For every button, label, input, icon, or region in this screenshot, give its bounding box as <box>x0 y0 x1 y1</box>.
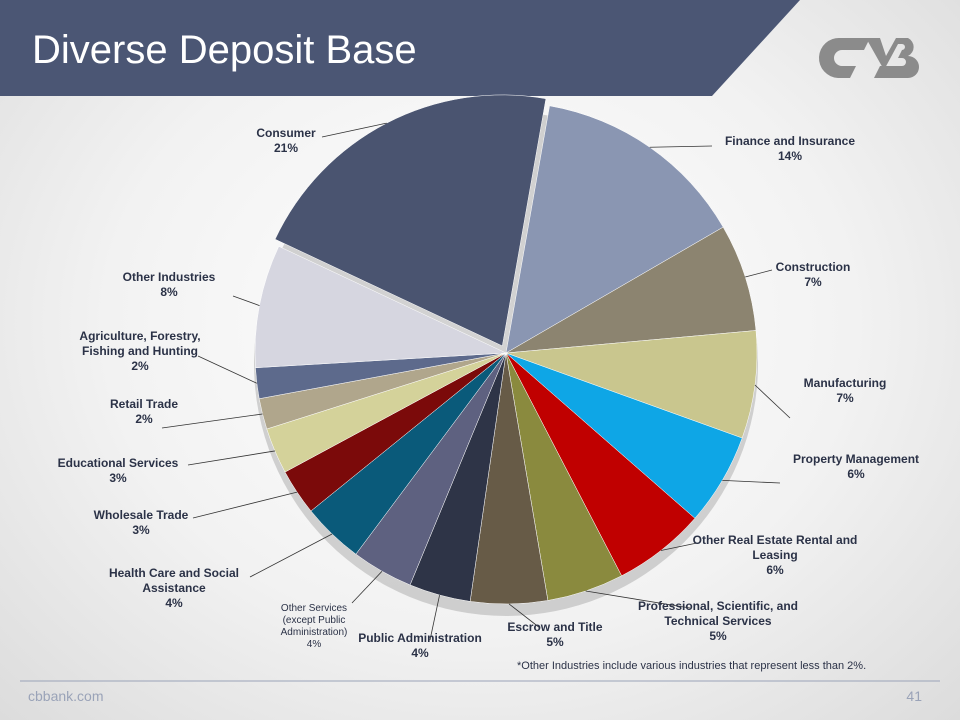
data-label: Agriculture, Forestry, Fishing and Hunti… <box>60 329 220 374</box>
title: Diverse Deposit Base <box>32 28 417 72</box>
data-label: Property Management 6% <box>776 452 936 482</box>
leader-line <box>429 594 440 641</box>
category-label: Consumer <box>256 126 316 140</box>
logo <box>818 37 919 78</box>
data-label: Health Care and Social Assistance 4% <box>89 566 259 611</box>
data-label: Construction 7% <box>753 260 873 290</box>
leader-line <box>197 355 258 384</box>
category-label: Other Real Estate Rental and Leasing <box>692 533 858 562</box>
category-label: Property Management <box>792 452 920 466</box>
data-label: Finance and Insurance 14% <box>700 134 880 164</box>
pie <box>254 94 758 605</box>
data-label: Professional, Scientific, and Technical … <box>623 599 813 644</box>
data-label: Wholesale Trade 3% <box>71 508 211 538</box>
leader-line <box>232 295 260 306</box>
leader-line <box>508 603 541 629</box>
footnote: *Other Industries include various indust… <box>517 660 867 672</box>
leader-line <box>161 413 263 429</box>
category-label: Escrow and Title <box>507 620 603 634</box>
pie-slice <box>505 226 757 354</box>
value-label: 6% <box>847 467 865 481</box>
data-label: Manufacturing 7% <box>775 376 915 406</box>
pie-slice <box>505 330 758 439</box>
pie-slice <box>274 94 547 347</box>
value-label: 4% <box>411 646 429 660</box>
data-label: Other Real Estate Rental and Leasing 6% <box>690 533 860 578</box>
leader-line <box>321 122 387 138</box>
value-label: 14% <box>777 149 803 163</box>
value-label: 4% <box>165 596 183 610</box>
value-label: 7% <box>836 391 854 405</box>
category-label: Finance and Insurance <box>724 134 856 148</box>
leader-line <box>660 542 698 551</box>
footer: cbbank.com <box>28 688 104 704</box>
value-label: 5% <box>546 635 564 649</box>
value-label: 21% <box>273 141 299 155</box>
data-label: Escrow and Title 5% <box>495 620 615 650</box>
category-label: Public Administration <box>358 631 482 645</box>
leader-line <box>249 533 333 578</box>
category-label: Health Care and Social Assistance <box>108 566 240 595</box>
category-label: Construction <box>775 260 851 274</box>
leader-line <box>192 491 298 519</box>
value-label: 5% <box>709 629 727 643</box>
data-label: Retail Trade 2% <box>84 397 204 427</box>
leader-line <box>745 269 773 278</box>
leader-line <box>722 479 781 484</box>
category-label: Professional, Scientific, and Technical … <box>637 599 799 628</box>
value-label: 8% <box>160 285 178 299</box>
category-label: Manufacturing <box>803 376 887 390</box>
value-label: 6% <box>766 563 784 577</box>
leader-line <box>187 450 275 466</box>
value-label: 7% <box>804 275 822 289</box>
data-label: Educational Services 3% <box>43 456 193 486</box>
value-label: 4% <box>306 639 322 650</box>
leader-line <box>649 145 713 148</box>
category-label: Educational Services <box>57 456 179 470</box>
value-label: 2% <box>131 359 149 373</box>
value-label: 3% <box>132 523 150 537</box>
category-label: Agriculture, Forestry, Fishing and Hunti… <box>79 329 201 358</box>
category-label: Other Industries <box>122 270 216 284</box>
data-label: Public Administration 4% <box>355 631 485 661</box>
data-label: Other Services (except Public Administra… <box>269 603 359 651</box>
leader-line <box>754 384 791 419</box>
title-banner <box>0 0 800 96</box>
value-label: 2% <box>135 412 153 426</box>
leader-line <box>585 590 691 609</box>
category-label: Retail Trade <box>109 397 179 411</box>
page-number: 41 <box>906 688 922 704</box>
category-label: Wholesale Trade <box>93 508 189 522</box>
data-label: Other Industries 8% <box>99 270 239 300</box>
category-label: Other Services (except Public Administra… <box>280 603 348 638</box>
leader-line <box>351 570 383 604</box>
pie-slice <box>505 105 724 354</box>
value-label: 3% <box>109 471 127 485</box>
data-label: Consumer 21% <box>226 126 346 156</box>
